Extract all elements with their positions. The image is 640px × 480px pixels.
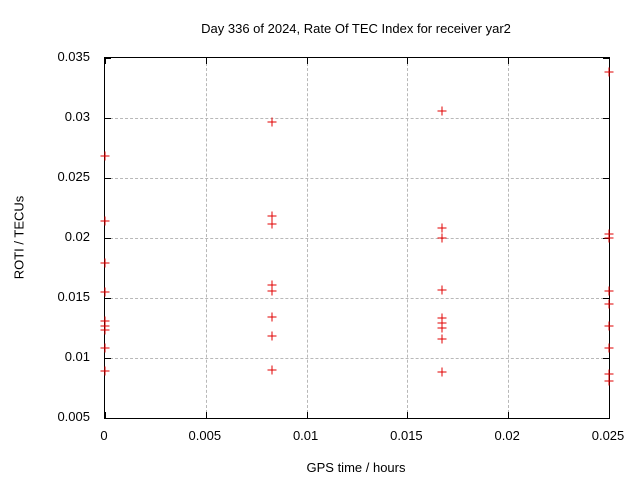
data-point-marker: [100, 321, 110, 331]
y-tick-mark: [603, 358, 609, 359]
data-point-marker: [437, 313, 447, 323]
data-point-marker: [100, 325, 110, 335]
x-tick-mark: [205, 58, 207, 64]
y-tick-mark: [603, 238, 609, 239]
data-point-marker: [437, 318, 447, 328]
x-tick-mark: [609, 412, 610, 418]
data-point-marker: [437, 334, 447, 344]
x-axis-title: GPS time / hours: [306, 460, 406, 475]
gridline-horizontal: [105, 178, 609, 179]
data-point-marker: [100, 343, 110, 353]
data-point-marker: [267, 280, 277, 290]
y-tick-label: 0.035: [57, 49, 90, 64]
data-point-marker: [267, 286, 277, 296]
data-point-marker: [100, 287, 110, 297]
data-point-marker: [100, 316, 110, 326]
data-point-marker: [604, 67, 614, 77]
x-tick-label: 0.01: [292, 428, 319, 443]
x-tick-mark: [508, 58, 510, 64]
y-tick-label: 0.015: [57, 289, 90, 304]
data-point-marker: [100, 216, 110, 226]
x-tick-mark: [105, 58, 106, 64]
x-tick-mark: [407, 412, 409, 418]
x-tick-mark: [407, 58, 409, 64]
gridline-horizontal: [105, 118, 609, 119]
x-tick-mark: [105, 412, 106, 418]
data-point-marker: [437, 233, 447, 243]
x-tick-label: 0: [100, 428, 108, 443]
data-point-marker: [604, 299, 614, 309]
y-tick-mark: [603, 58, 609, 59]
y-tick-mark: [105, 298, 111, 299]
y-tick-label: 0.01: [64, 349, 90, 364]
y-tick-mark: [603, 418, 609, 419]
y-tick-mark: [105, 238, 111, 239]
data-point-marker: [267, 312, 277, 322]
data-point-marker: [267, 211, 277, 221]
data-point-marker: [100, 366, 110, 376]
data-point-marker: [604, 343, 614, 353]
x-tick-mark: [306, 412, 308, 418]
chart-title: Day 336 of 2024, Rate Of TEC Index for r…: [201, 21, 511, 36]
y-tick-label: 0.025: [57, 169, 90, 184]
y-tick-mark: [603, 298, 609, 299]
y-tick-mark: [105, 358, 111, 359]
x-tick-label: 0.025: [591, 428, 625, 443]
data-point-marker: [100, 258, 110, 268]
y-tick-mark: [105, 58, 111, 59]
data-point-marker: [437, 106, 447, 116]
x-tick-label: 0.015: [390, 428, 423, 443]
data-point-marker: [267, 331, 277, 341]
y-tick-mark: [105, 418, 111, 419]
data-point-marker: [267, 219, 277, 229]
gridline-horizontal: [105, 298, 609, 299]
data-point-marker: [267, 117, 277, 127]
gridline-horizontal: [105, 238, 609, 239]
y-tick-mark: [603, 118, 609, 119]
y-tick-mark: [603, 178, 609, 179]
data-point-marker: [437, 367, 447, 377]
data-point-marker: [604, 233, 614, 243]
y-tick-mark: [105, 178, 111, 179]
data-point-marker: [100, 151, 110, 161]
data-point-marker: [604, 369, 614, 379]
y-tick-mark: [105, 118, 111, 119]
plot-area: [100, 57, 614, 419]
y-tick-label: 0.03: [64, 109, 90, 124]
x-tick-label: 0.005: [188, 428, 222, 443]
x-tick-label: 0.02: [494, 428, 520, 443]
x-tick-mark: [205, 412, 207, 418]
x-tick-mark: [609, 58, 610, 64]
data-point-marker: [604, 286, 614, 296]
data-point-marker: [267, 365, 277, 375]
y-tick-label: 0.005: [57, 409, 90, 424]
x-tick-mark: [306, 58, 308, 64]
data-point-marker: [604, 376, 614, 386]
data-point-marker: [437, 285, 447, 295]
data-point-marker: [437, 323, 447, 333]
gridline-horizontal: [105, 358, 609, 359]
y-tick-label: 0.02: [64, 229, 90, 244]
x-tick-mark: [508, 412, 510, 418]
data-point-marker: [604, 321, 614, 331]
data-point-marker: [437, 223, 447, 233]
